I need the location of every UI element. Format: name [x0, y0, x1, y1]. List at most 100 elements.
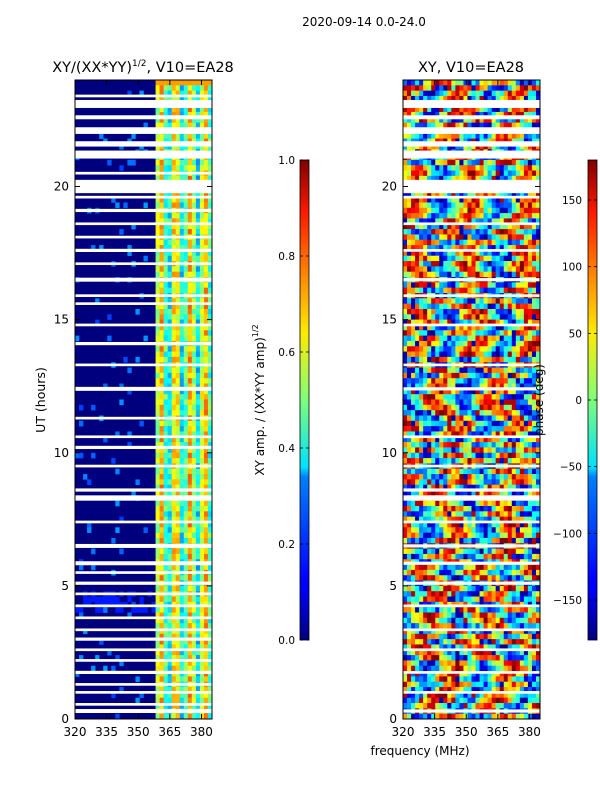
heatmap-cell: [467, 549, 471, 555]
heatmap-cell: [516, 479, 520, 485]
heatmap-cell: [204, 357, 208, 363]
heatmap-cell: [472, 213, 476, 219]
heatmap-cell: [427, 368, 431, 374]
heatmap-cell: [427, 469, 431, 475]
heatmap-cell: [168, 352, 172, 358]
heatmap-cell: [447, 357, 451, 363]
heatmap-cell: [447, 394, 451, 400]
heatmap-cell: [172, 554, 176, 560]
heatmap-cell: [472, 405, 476, 411]
heatmap-cell: [484, 554, 488, 560]
heatmap-cell: [152, 607, 156, 613]
heatmap-cell: [520, 282, 524, 288]
heatmap-cell: [419, 91, 423, 97]
heatmap-cell: [427, 229, 431, 235]
heatmap-cell: [472, 421, 476, 427]
heatmap-cell: [196, 240, 200, 246]
heatmap-cell: [447, 341, 451, 347]
heatmap-cell: [476, 133, 480, 139]
heatmap-cell: [500, 554, 504, 560]
heatmap-cell: [508, 346, 512, 352]
heatmap-cell: [204, 479, 208, 485]
heatmap-cell: [512, 378, 516, 384]
heatmap-cell: [476, 527, 480, 533]
heatmap-cell: [407, 458, 411, 464]
heatmap-cell: [407, 469, 411, 475]
heatmap-cell: [184, 597, 188, 603]
heatmap-cell: [172, 213, 176, 219]
heatmap-cell: [419, 442, 423, 448]
heatmap-cell: [180, 549, 184, 555]
heatmap-cell: [500, 357, 504, 363]
heatmap-cell: [524, 208, 528, 214]
heatmap-cell: [415, 506, 419, 512]
heatmap-cell: [184, 282, 188, 288]
heatmap-cell: [200, 336, 204, 342]
flagged-row: [75, 302, 212, 305]
heatmap-cell: [516, 80, 520, 86]
heatmap-cell: [156, 368, 160, 374]
heatmap-cell: [467, 533, 471, 539]
heatmap-cell: [196, 378, 200, 384]
heatmap-cell: [111, 538, 115, 544]
heatmap-cell: [204, 330, 208, 336]
heatmap-cell: [500, 282, 504, 288]
heatmap-cell: [156, 80, 160, 86]
heatmap-cell: [492, 234, 496, 240]
heatmap-cell: [512, 373, 516, 379]
heatmap-cell: [516, 405, 520, 411]
heatmap-cell: [512, 202, 516, 208]
heatmap-cell: [532, 309, 536, 315]
heatmap-cell: [407, 341, 411, 347]
heatmap-cell: [435, 554, 439, 560]
heatmap-cell: [135, 309, 139, 315]
heatmap-cell: [192, 479, 196, 485]
heatmap-cell: [508, 501, 512, 507]
heatmap-cell: [419, 298, 423, 304]
heatmap-cell: [500, 261, 504, 267]
heatmap-cell: [200, 698, 204, 704]
heatmap-cell: [459, 474, 463, 480]
heatmap-cell: [192, 575, 196, 581]
heatmap-cell: [407, 282, 411, 288]
heatmap-cell: [447, 421, 451, 427]
heatmap-cell: [476, 447, 480, 453]
heatmap-cell: [472, 400, 476, 406]
heatmap-cell: [512, 352, 516, 358]
heatmap-cell: [512, 288, 516, 294]
heatmap-cell: [443, 373, 447, 379]
heatmap-cell: [447, 453, 451, 459]
heatmap-cell: [91, 549, 95, 555]
heatmap-cell: [435, 256, 439, 262]
heatmap-cell: [476, 213, 480, 219]
heatmap-cell: [196, 346, 200, 352]
heatmap-cell: [415, 373, 419, 379]
heatmap-cell: [492, 282, 496, 288]
heatmap-cell: [463, 352, 467, 358]
heatmap-cell: [204, 368, 208, 374]
heatmap-cell: [488, 133, 492, 139]
heatmap-cell: [184, 469, 188, 475]
heatmap-cell: [484, 426, 488, 432]
heatmap-cell: [156, 666, 160, 672]
heatmap-cell: [180, 474, 184, 480]
heatmap-cell: [480, 91, 484, 97]
heatmap-cell: [472, 479, 476, 485]
heatmap-cell: [180, 346, 184, 352]
heatmap-cell: [435, 474, 439, 480]
heatmap-cell: [459, 240, 463, 246]
heatmap-cell: [459, 202, 463, 208]
heatmap-cell: [423, 341, 427, 347]
heatmap-cell: [508, 256, 512, 262]
heatmap-cell: [496, 479, 500, 485]
heatmap-cell: [472, 341, 476, 347]
heatmap-cell: [427, 474, 431, 480]
heatmap-cell: [403, 357, 407, 363]
heatmap-cell: [176, 511, 180, 517]
heatmap-cell: [415, 549, 419, 555]
heatmap-cell: [504, 314, 508, 320]
heatmap-cell: [524, 453, 528, 459]
heatmap-cell: [508, 202, 512, 208]
heatmap-cell: [459, 266, 463, 272]
heatmap-cell: [512, 405, 516, 411]
